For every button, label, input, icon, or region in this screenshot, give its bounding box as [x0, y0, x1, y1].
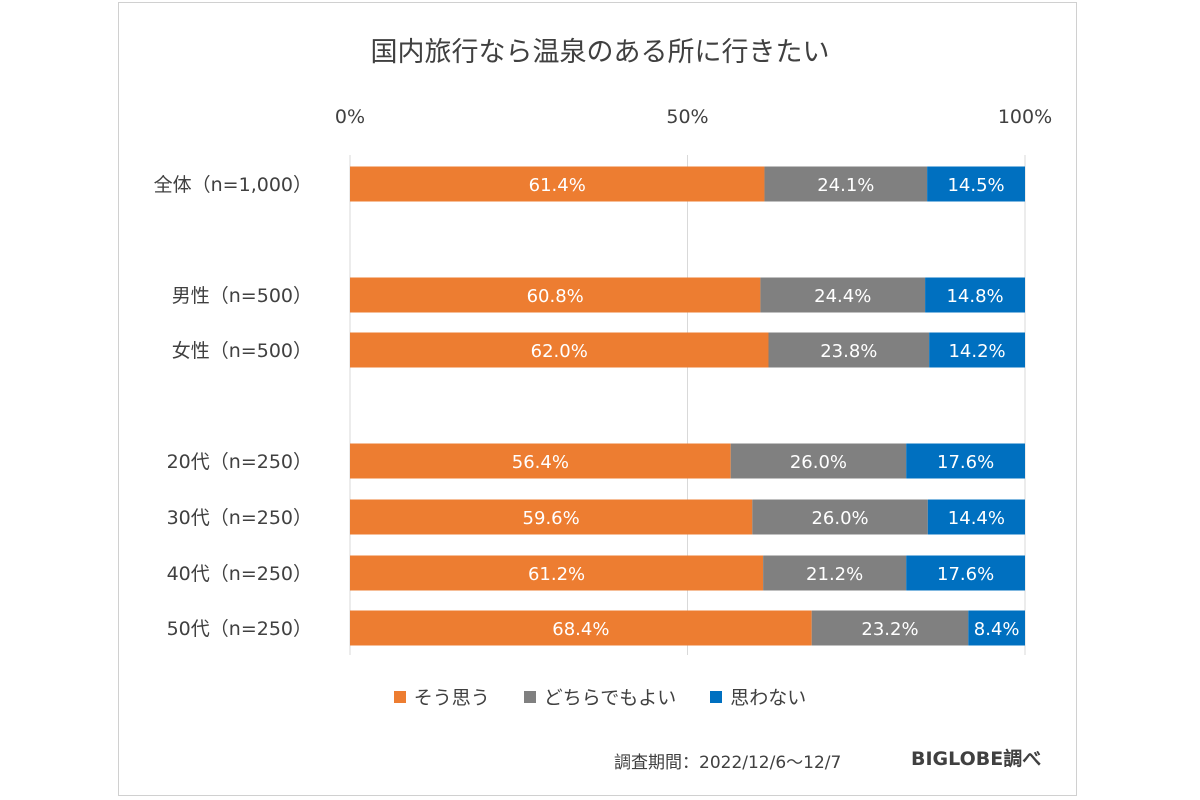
bar-so-omou — [350, 555, 764, 591]
data-label-dochira: 24.1% — [817, 175, 874, 196]
survey-period: 調査期間：2022/12/6〜12/7 — [614, 753, 842, 773]
bar-omowanai — [906, 443, 1025, 479]
bar-dochira — [764, 166, 928, 202]
data-label-omowanai: 17.6% — [937, 452, 994, 473]
legend-label-omowanai: 思わない — [730, 687, 807, 709]
bar-dochira — [760, 277, 926, 313]
category-label: 全体（n=1,000） — [154, 174, 312, 196]
data-label-omowanai: 14.4% — [948, 508, 1005, 529]
data-label-so-omou: 56.4% — [512, 452, 569, 473]
data-label-omowanai: 17.6% — [937, 564, 994, 585]
bar-dochira — [752, 499, 928, 535]
data-label-so-omou: 61.2% — [528, 564, 585, 585]
category-label: 50代（n=250） — [167, 618, 312, 640]
category-label: 男性（n=500） — [172, 285, 312, 307]
data-label-so-omou: 68.4% — [552, 619, 609, 640]
brand-credit: BIGLOBE調べ — [911, 748, 1042, 770]
data-label-so-omou: 59.6% — [523, 508, 580, 529]
bar-omowanai — [925, 277, 1025, 313]
legend-swatch-omowanai — [710, 690, 723, 703]
bar-so-omou — [350, 332, 769, 368]
data-label-omowanai: 8.4% — [974, 619, 1020, 640]
legend-label-dochira: どちらでもよい — [543, 687, 677, 709]
data-label-dochira: 23.2% — [861, 619, 918, 640]
data-label-omowanai: 14.5% — [947, 175, 1004, 196]
bar-omowanai — [927, 166, 1025, 202]
bar-so-omou — [350, 499, 753, 535]
legend-swatch-so-omou — [393, 690, 406, 703]
bar-so-omou — [350, 166, 765, 202]
data-label-dochira: 23.8% — [820, 341, 877, 362]
data-label-dochira: 26.0% — [790, 452, 847, 473]
x-tick-label: 50% — [666, 106, 708, 128]
data-label-dochira: 21.2% — [806, 564, 863, 585]
legend-item-so-omou: そう思う — [393, 683, 490, 710]
data-label-omowanai: 14.2% — [948, 341, 1005, 362]
bar-dochira — [768, 332, 930, 368]
chart-title: 国内旅行なら温泉のある所に行きたい — [370, 37, 830, 68]
legend: そう思う どちらでもよい 思わない — [0, 683, 1200, 710]
bar-dochira — [730, 443, 907, 479]
bar-so-omou — [350, 610, 812, 646]
category-label: 20代（n=250） — [167, 451, 312, 473]
chart-frame — [118, 2, 1077, 796]
bar-dochira — [811, 610, 969, 646]
data-label-dochira: 26.0% — [811, 508, 868, 529]
data-label-omowanai: 14.8% — [946, 286, 1003, 307]
legend-item-omowanai: 思わない — [710, 683, 806, 710]
data-label-so-omou: 60.8% — [527, 286, 584, 307]
legend-swatch-dochira — [523, 690, 536, 703]
bar-omowanai — [927, 499, 1025, 535]
category-label: 40代（n=250） — [167, 563, 312, 585]
data-label-so-omou: 61.4% — [529, 175, 586, 196]
bar-omowanai — [906, 555, 1025, 591]
bar-omowanai — [929, 332, 1025, 368]
data-label-so-omou: 62.0% — [531, 341, 588, 362]
data-label-dochira: 24.4% — [814, 286, 871, 307]
bar-so-omou — [350, 277, 761, 313]
bar-dochira — [763, 555, 907, 591]
x-tick-label: 100% — [998, 106, 1052, 128]
bar-omowanai — [968, 610, 1025, 646]
category-label: 30代（n=250） — [167, 507, 312, 529]
bar-so-omou — [350, 443, 731, 479]
category-label: 女性（n=500） — [172, 340, 312, 362]
legend-item-dochira: どちらでもよい — [523, 683, 677, 710]
legend-label-so-omou: そう思う — [413, 687, 490, 709]
x-tick-label: 0% — [335, 106, 365, 128]
